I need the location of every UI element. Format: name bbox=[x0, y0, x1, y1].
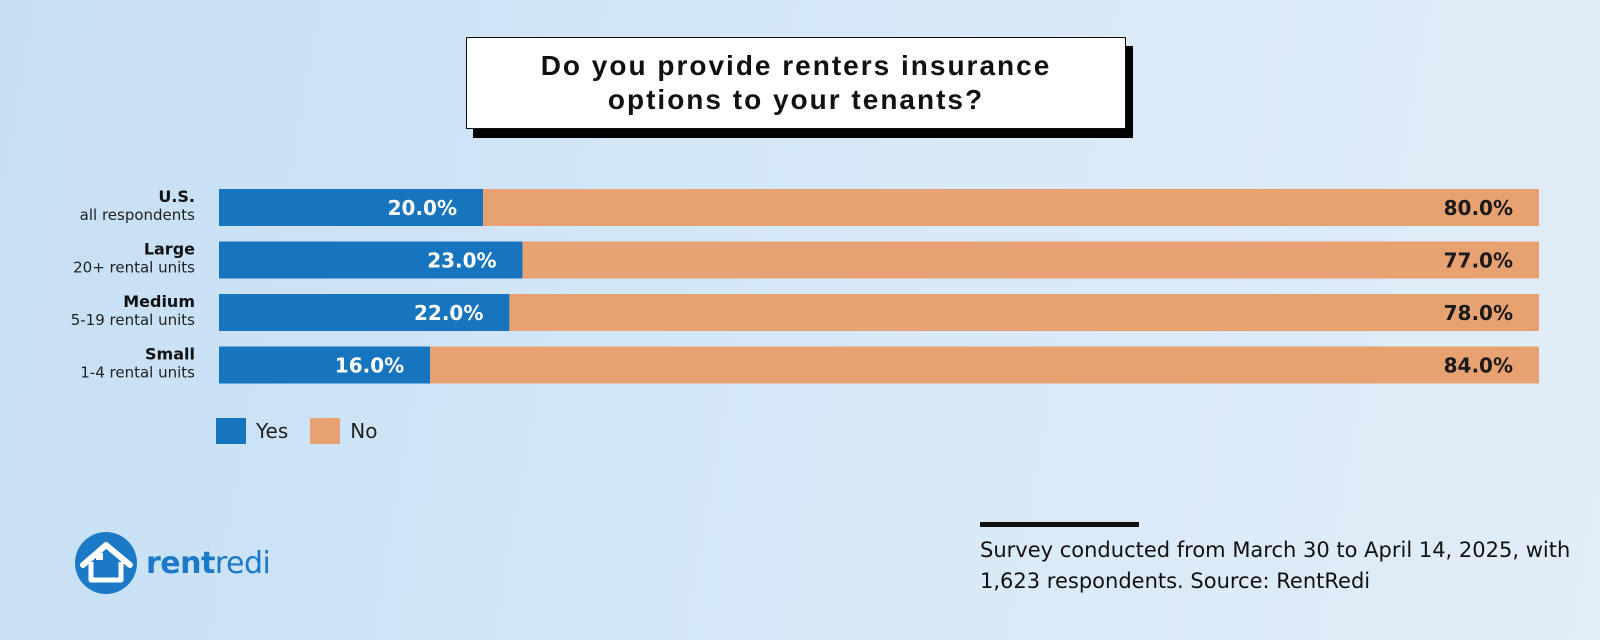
bar-no-0 bbox=[483, 189, 1539, 226]
rentredi-logo: rentredi bbox=[74, 531, 271, 595]
bar-yes-3 bbox=[219, 346, 431, 384]
chart-title: Do you provide renters insurance options… bbox=[540, 50, 1052, 115]
source-note: Survey conducted from March 30 to April … bbox=[980, 538, 1571, 593]
legend-label-yes: Yes bbox=[256, 419, 289, 443]
legend-swatch-no bbox=[310, 418, 341, 444]
bar-no-1 bbox=[522, 241, 1539, 279]
category-label-2: Medium bbox=[123, 292, 195, 311]
category-sublabel-1: 20+ rental units bbox=[73, 259, 195, 277]
category-label-1: Large bbox=[144, 240, 195, 259]
category-sublabel-3: 1-4 rental units bbox=[80, 364, 195, 382]
legend-item-no: No bbox=[310, 418, 378, 444]
bar-yes-0 bbox=[219, 189, 483, 226]
category-label-3: Small bbox=[145, 345, 195, 364]
legend-item-yes: Yes bbox=[216, 418, 288, 444]
category-sublabel-2: 5-19 rental units bbox=[71, 311, 195, 329]
data-label-yes-0: 20.0% bbox=[388, 196, 457, 220]
legend-label-no: No bbox=[350, 419, 378, 443]
data-label-no-3: 84.0% bbox=[1444, 354, 1513, 378]
category-label-0: U.S. bbox=[158, 187, 195, 206]
data-label-yes-2: 22.0% bbox=[414, 301, 483, 325]
chart-area: 20.0% 80.0% U.S.all respondents 23.0% 77.0% L… bbox=[71, 187, 1540, 384]
data-label-no-1: 77.0% bbox=[1444, 249, 1513, 273]
title-box: Do you provide renters insurance options… bbox=[466, 37, 1126, 129]
source-divider bbox=[980, 522, 1139, 527]
brand-name: rentredi bbox=[146, 545, 271, 581]
legend-swatch-yes bbox=[216, 418, 246, 444]
data-label-no-2: 78.0% bbox=[1444, 301, 1513, 325]
category-sublabel-0: all respondents bbox=[80, 206, 196, 224]
bar-yes-2 bbox=[219, 294, 510, 331]
data-label-no-0: 80.0% bbox=[1444, 196, 1513, 220]
data-label-yes-1: 23.0% bbox=[427, 249, 496, 273]
legend: Yes No bbox=[216, 418, 400, 444]
bar-yes-1 bbox=[219, 241, 523, 279]
bar-no-3 bbox=[430, 346, 1540, 384]
bar-no-2 bbox=[509, 294, 1539, 331]
data-label-yes-3: 16.0% bbox=[335, 354, 404, 378]
house-icon bbox=[75, 532, 137, 594]
